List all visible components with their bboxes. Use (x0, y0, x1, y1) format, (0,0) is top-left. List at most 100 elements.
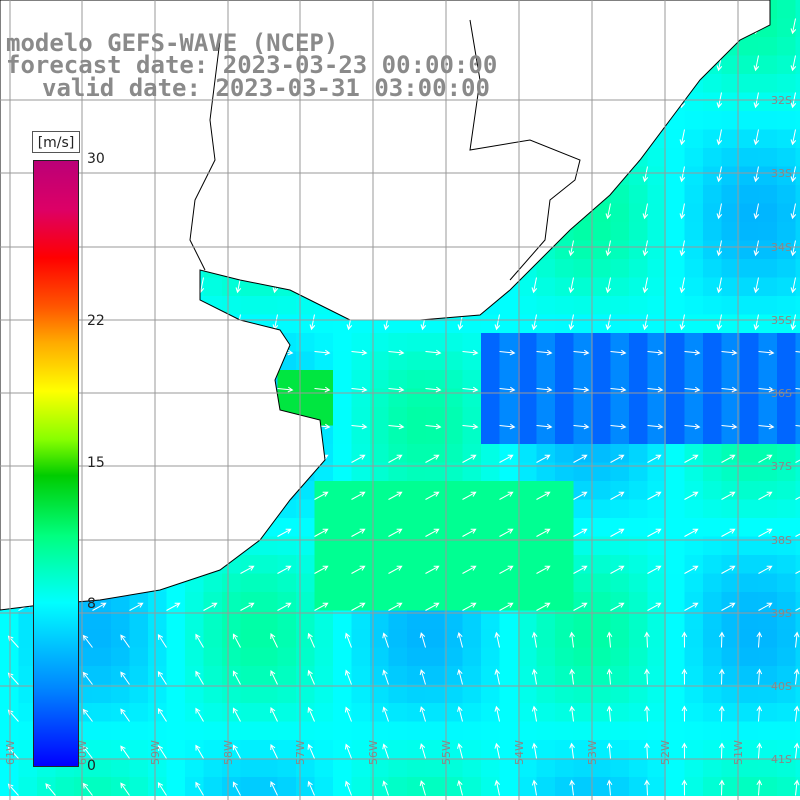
wind-cell (666, 703, 685, 722)
wind-cell (222, 573, 241, 593)
wind-arrow (647, 423, 664, 430)
wind-cell (203, 721, 223, 741)
wind-cell (610, 592, 630, 611)
wind-cell (481, 425, 500, 445)
wind-cell (148, 610, 167, 630)
wind-cell (277, 592, 297, 611)
wind-cell (277, 721, 297, 741)
wind-cell (777, 462, 796, 482)
wind-cell (647, 499, 667, 519)
wind-arrow (531, 705, 538, 722)
wind-cell (777, 74, 796, 93)
wind-arrow (721, 349, 738, 356)
wind-cell (629, 259, 648, 278)
longitude-label: 61W (4, 740, 17, 765)
wind-arrow (494, 631, 501, 648)
wind-cell (758, 481, 778, 500)
wind-arrow (344, 706, 352, 722)
wind-cell (610, 666, 630, 685)
wind-cell (740, 610, 759, 630)
wind-cell (444, 481, 463, 500)
wind-cell (444, 518, 463, 537)
wind-cell (740, 647, 759, 667)
wind-arrow (240, 565, 255, 574)
wind-cell (758, 740, 778, 759)
wind-cell (703, 148, 722, 167)
wind-cell (222, 647, 241, 667)
wind-cell (592, 629, 611, 648)
wind-cell (333, 629, 352, 648)
wind-cell (518, 777, 537, 796)
wind-cell (629, 703, 648, 722)
wind-cell (92, 684, 112, 704)
wind-cell (518, 425, 537, 445)
wind-cell (647, 481, 667, 500)
wind-cell (499, 555, 519, 574)
wind-arrow (718, 668, 725, 685)
wind-cell (240, 703, 260, 722)
wind-cell (203, 592, 223, 611)
wind-cell (777, 148, 796, 167)
wind-arrow (795, 351, 800, 353)
wind-cell (721, 222, 741, 241)
wind-cell (536, 592, 556, 611)
wind-cell (333, 647, 352, 667)
wind-cell (259, 684, 278, 704)
latitude-label: 40S (771, 680, 792, 693)
wind-cell (481, 370, 500, 389)
wind-cell (795, 92, 800, 112)
wind-cell (536, 296, 556, 315)
wind-cell (573, 536, 593, 556)
latitude-label: 32S (771, 94, 792, 107)
wind-arrow (679, 240, 686, 257)
wind-cell (610, 240, 630, 260)
wind-cell (370, 425, 389, 445)
wind-cell (388, 555, 408, 574)
wind-cell (777, 55, 796, 75)
wind-cell (629, 444, 648, 463)
wind-cell (777, 407, 796, 426)
wind-cell (647, 296, 667, 315)
wind-cell (647, 592, 667, 611)
wind-cell (536, 647, 556, 667)
wind-cell (388, 481, 408, 500)
wind-cell (481, 462, 500, 482)
wind-cell (370, 573, 389, 593)
wind-arrow (716, 166, 723, 183)
wind-cell (425, 333, 445, 352)
wind-cell (777, 536, 796, 556)
wind-arrow (679, 203, 686, 220)
wind-arrow (388, 423, 405, 430)
wind-cell (314, 555, 334, 574)
wind-cell (573, 518, 593, 537)
wind-cell (148, 703, 167, 722)
wind-arrow (681, 779, 688, 796)
wind-cell (536, 536, 556, 556)
wind-cell (666, 777, 685, 796)
wind-arrow (351, 349, 368, 356)
wind-cell (629, 185, 648, 204)
wind-cell (481, 703, 500, 722)
wind-cell (610, 703, 630, 722)
wind-arrow (382, 706, 389, 722)
wind-cell (740, 111, 759, 130)
wind-arrow (790, 240, 797, 257)
wind-arrow (351, 423, 368, 430)
wind-cell (240, 721, 260, 741)
wind-cell (647, 425, 667, 445)
wind-arrow (425, 491, 440, 500)
wind-cell (259, 592, 278, 611)
wind-cell (758, 462, 778, 482)
wind-cell (499, 499, 519, 519)
wind-arrow (494, 779, 501, 796)
wind-cell (777, 666, 796, 685)
wind-cell (425, 370, 445, 389)
wind-cell (666, 481, 685, 500)
wind-cell (795, 758, 800, 778)
wind-cell (629, 222, 648, 241)
wind-cell (573, 333, 593, 352)
wind-cell (684, 333, 704, 352)
wind-cell (55, 777, 75, 796)
wind-cell (518, 314, 537, 334)
